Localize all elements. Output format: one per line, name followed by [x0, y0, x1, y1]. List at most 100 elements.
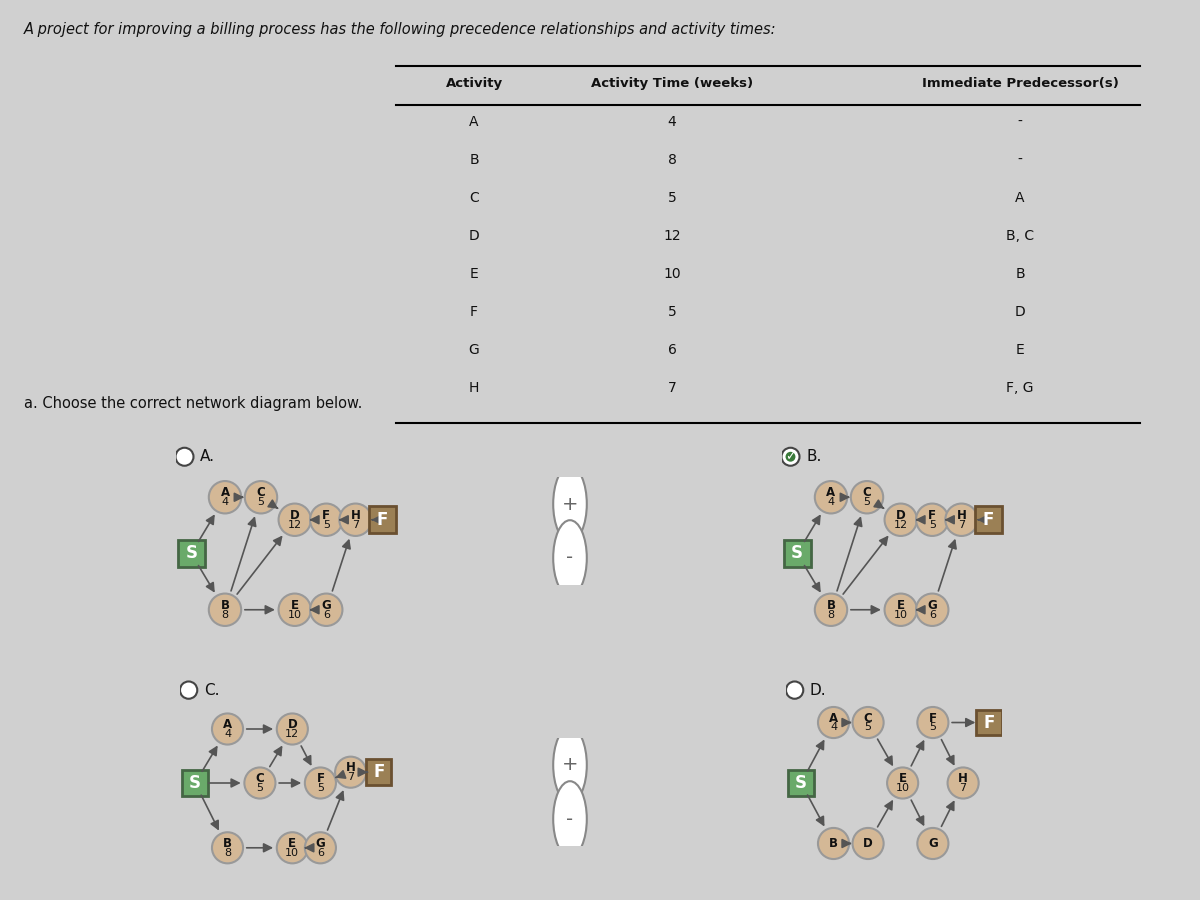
Text: 5: 5	[864, 723, 871, 733]
FancyBboxPatch shape	[976, 507, 1002, 533]
Text: B: B	[469, 153, 479, 167]
Circle shape	[818, 828, 850, 859]
Text: D: D	[1015, 305, 1025, 320]
Circle shape	[851, 481, 883, 513]
Text: Activity Time (weeks): Activity Time (weeks)	[590, 76, 754, 90]
Text: 4: 4	[828, 498, 834, 508]
Text: S: S	[185, 544, 197, 562]
Text: D.: D.	[810, 682, 827, 698]
Circle shape	[815, 594, 847, 626]
Text: A project for improving a billing process has the following precedence relations: A project for improving a billing proces…	[24, 22, 776, 37]
Text: F: F	[470, 305, 478, 320]
FancyBboxPatch shape	[370, 507, 396, 533]
Text: A: A	[221, 486, 229, 500]
Text: H: H	[469, 382, 479, 395]
Text: 10: 10	[286, 848, 299, 858]
Text: C: C	[863, 486, 871, 500]
Text: 7: 7	[667, 382, 677, 395]
Text: 7: 7	[960, 783, 967, 793]
Text: H: H	[346, 761, 355, 774]
Text: C.: C.	[204, 682, 220, 698]
Text: 4: 4	[667, 115, 677, 129]
Text: B: B	[221, 598, 229, 612]
Text: D: D	[896, 508, 906, 522]
Text: B.: B.	[806, 449, 822, 464]
Text: -: -	[1018, 153, 1022, 167]
Text: E: E	[469, 267, 479, 281]
Text: F: F	[377, 511, 388, 529]
Text: 8: 8	[667, 153, 677, 167]
Text: 6: 6	[929, 610, 936, 620]
Text: A: A	[469, 115, 479, 129]
Circle shape	[212, 714, 244, 744]
Text: -: -	[566, 548, 574, 568]
Circle shape	[852, 707, 883, 738]
Circle shape	[278, 594, 311, 626]
Text: 10: 10	[288, 610, 301, 620]
Text: D: D	[290, 508, 300, 522]
Text: B, C: B, C	[1006, 230, 1034, 243]
Text: 6: 6	[323, 610, 330, 620]
Circle shape	[916, 594, 948, 626]
Text: F: F	[983, 511, 994, 529]
Circle shape	[175, 448, 193, 466]
Circle shape	[180, 681, 197, 698]
Circle shape	[212, 832, 244, 863]
Text: 10: 10	[664, 267, 680, 281]
Text: 12: 12	[894, 520, 908, 530]
Circle shape	[305, 832, 336, 863]
Text: Immediate Predecessor(s): Immediate Predecessor(s)	[922, 76, 1118, 90]
FancyBboxPatch shape	[788, 770, 814, 796]
Circle shape	[277, 714, 308, 744]
Text: A.: A.	[200, 449, 215, 464]
Text: 6: 6	[667, 344, 677, 357]
Text: 8: 8	[222, 610, 228, 620]
Text: 4: 4	[224, 729, 232, 739]
Text: 5: 5	[257, 783, 264, 793]
FancyBboxPatch shape	[182, 770, 208, 796]
Text: G: G	[316, 837, 325, 850]
Text: F: F	[929, 712, 937, 724]
Text: F: F	[373, 763, 384, 781]
Text: B: B	[1015, 267, 1025, 281]
Text: 5: 5	[929, 520, 936, 530]
Text: A: A	[829, 712, 838, 724]
Text: Activity: Activity	[445, 76, 503, 90]
Text: G: G	[322, 598, 331, 612]
Text: +: +	[562, 755, 578, 775]
Text: H: H	[956, 508, 966, 522]
Text: 5: 5	[317, 783, 324, 793]
Circle shape	[209, 594, 241, 626]
Text: B: B	[223, 837, 232, 850]
Text: -: -	[566, 809, 574, 829]
Text: 12: 12	[288, 520, 302, 530]
Text: 5: 5	[667, 305, 677, 320]
Text: 10: 10	[894, 610, 907, 620]
Text: E: E	[899, 772, 907, 785]
Text: 6: 6	[317, 848, 324, 858]
Text: H: H	[350, 508, 360, 522]
Text: 7: 7	[347, 772, 354, 782]
Text: S: S	[796, 774, 808, 792]
FancyBboxPatch shape	[784, 540, 810, 567]
FancyBboxPatch shape	[366, 760, 391, 785]
Circle shape	[884, 594, 917, 626]
Text: 5: 5	[323, 520, 330, 530]
Text: C: C	[256, 772, 264, 785]
Circle shape	[209, 481, 241, 513]
Circle shape	[948, 768, 979, 798]
Text: B: B	[827, 598, 835, 612]
Text: S: S	[190, 774, 202, 792]
Text: E: E	[290, 598, 299, 612]
Text: G: G	[928, 598, 937, 612]
Circle shape	[553, 727, 587, 803]
Text: B: B	[829, 837, 838, 850]
Text: A: A	[223, 718, 232, 731]
Text: 5: 5	[864, 498, 870, 508]
Circle shape	[310, 594, 342, 626]
Circle shape	[917, 828, 948, 859]
Text: H: H	[958, 772, 968, 785]
Text: 8: 8	[224, 848, 232, 858]
Text: S: S	[791, 544, 803, 562]
Text: a. Choose the correct network diagram below.: a. Choose the correct network diagram be…	[24, 396, 362, 410]
